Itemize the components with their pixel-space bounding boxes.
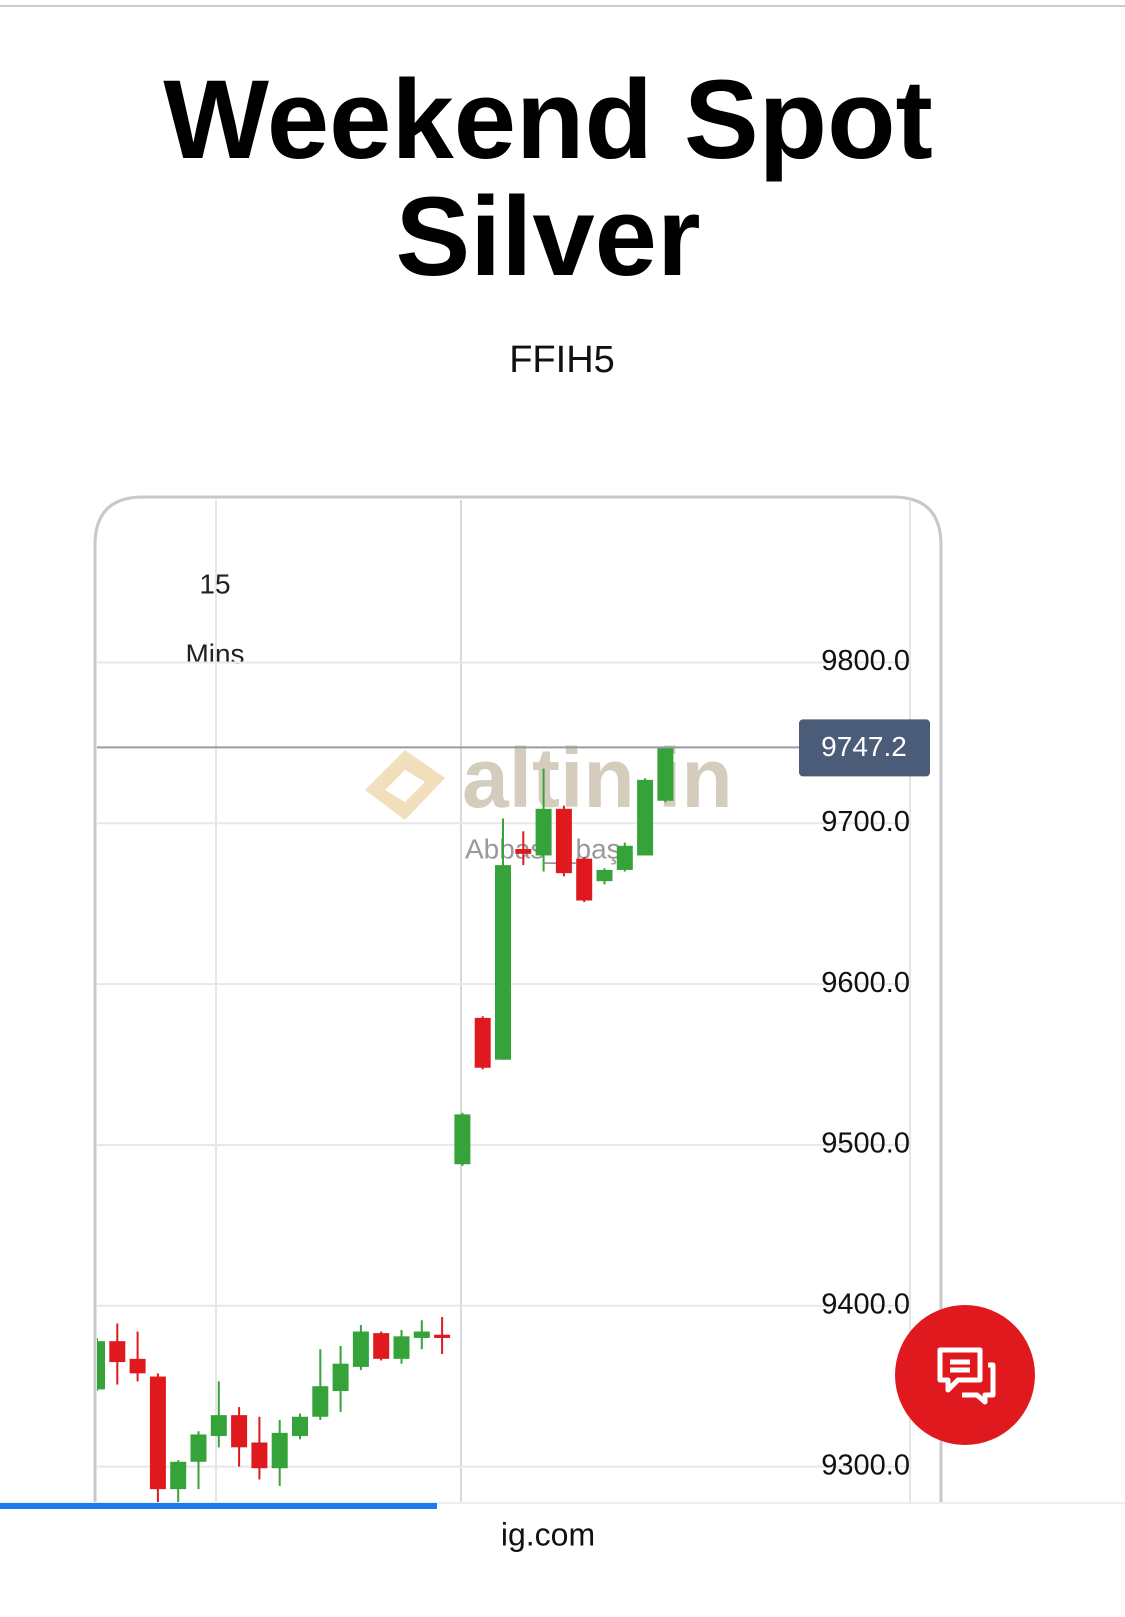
candle-body [312, 1386, 329, 1417]
candle-body [190, 1434, 207, 1462]
watermark: altin.in [462, 731, 733, 825]
candle-body [292, 1416, 308, 1437]
candle-body [373, 1333, 390, 1359]
browser-bar [0, 1502, 1125, 1612]
candle-body [596, 869, 613, 882]
candle-body [454, 1114, 471, 1165]
candles [97, 747, 674, 1502]
chart-card [93, 495, 943, 1502]
candle-body [210, 1415, 227, 1437]
candle-body [251, 1442, 268, 1469]
candle-body [170, 1461, 187, 1490]
candle-body [332, 1363, 349, 1392]
watermark-logo [365, 750, 445, 820]
y-tick-label: 9600.0 [821, 967, 910, 999]
chat-icon [937, 1347, 996, 1405]
y-tick-label: 9400.0 [821, 1288, 910, 1320]
symbol: FFIH5 [509, 339, 615, 381]
y-tick-label: 9500.0 [821, 1128, 910, 1160]
candle-body [515, 849, 532, 854]
load-progress [0, 1503, 437, 1509]
candle-body [231, 1415, 248, 1448]
interval-unit: Mins [185, 638, 244, 669]
y-tick-label: 9300.0 [821, 1449, 910, 1481]
url[interactable]: ig.com [501, 1516, 595, 1552]
candle-body [535, 808, 552, 856]
candle-body [657, 747, 674, 801]
candle-body [616, 845, 633, 870]
candle-body [413, 1331, 430, 1338]
last-price-label: 9747.2 [821, 731, 907, 762]
candle-body [474, 1017, 491, 1068]
y-axis: 9300.0 9400.0 9500.0 9600.0 9700.0 9800.0 9747… [97, 645, 930, 1481]
candle-body [434, 1334, 451, 1338]
candle-body [637, 779, 654, 856]
candle-body [555, 808, 572, 874]
last-price-tag [799, 719, 930, 777]
candle-body [271, 1432, 288, 1469]
page-title: Weekend Spot Silver [163, 57, 933, 299]
candle-body [495, 865, 511, 1060]
y-tick-label: 9800.0 [821, 645, 910, 677]
candle-body [109, 1341, 126, 1363]
interval-number: 15 [199, 568, 230, 599]
candle-body [576, 858, 593, 901]
y-tick-label: 9700.0 [821, 806, 910, 838]
candle-body [97, 1341, 105, 1390]
candle-body [149, 1376, 166, 1490]
chat-button[interactable] [895, 1305, 1035, 1445]
candle-body [352, 1331, 369, 1367]
candle-body [393, 1336, 410, 1359]
candle-body [129, 1358, 146, 1374]
